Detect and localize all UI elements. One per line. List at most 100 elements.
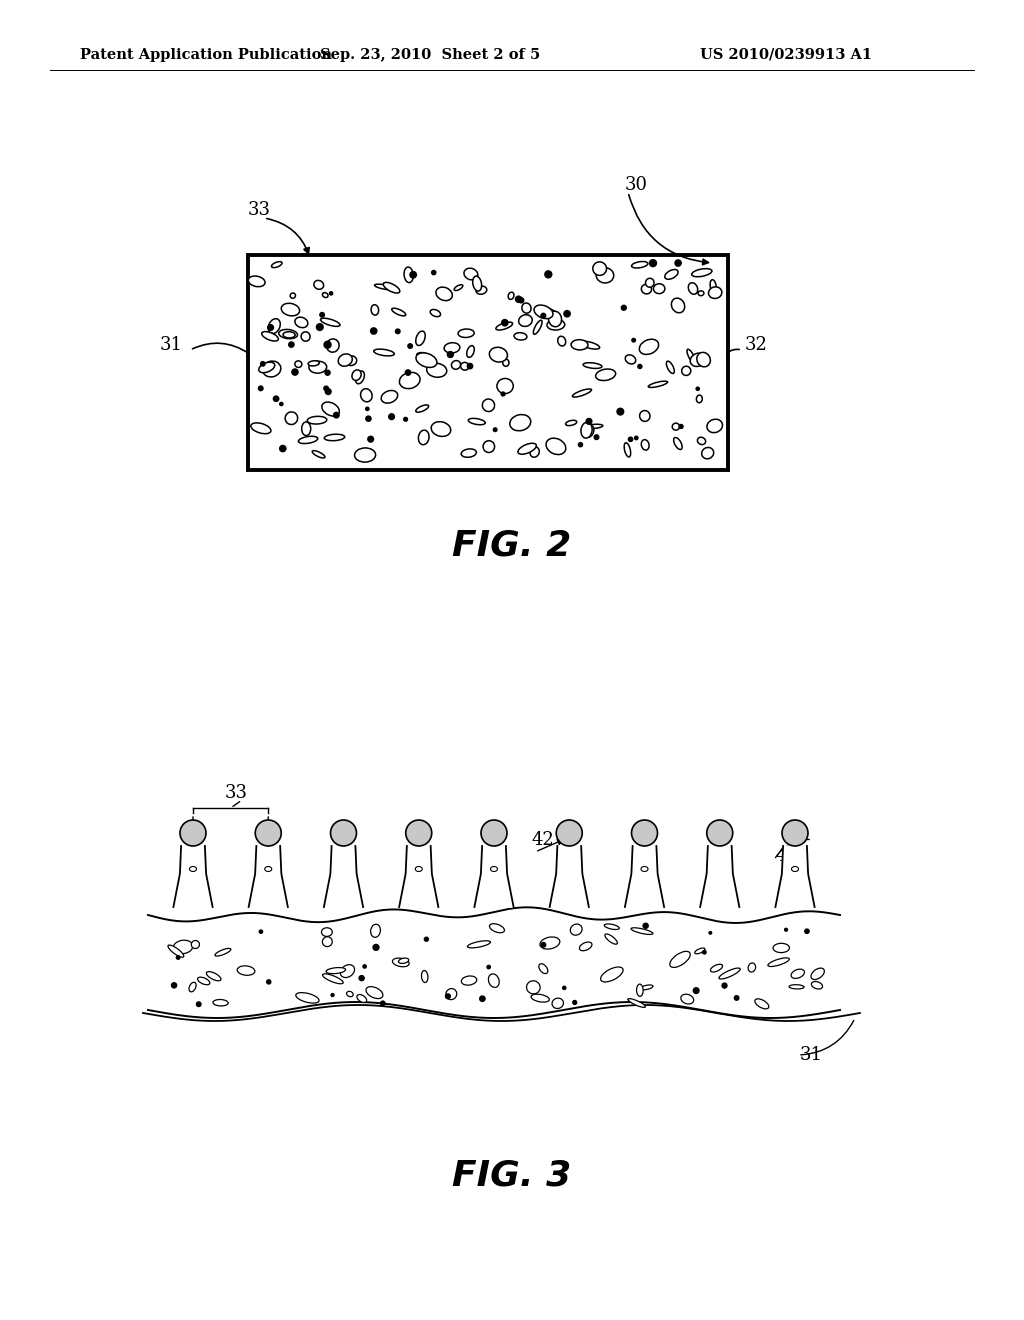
Ellipse shape [539, 964, 548, 974]
Circle shape [501, 392, 505, 396]
Ellipse shape [285, 412, 298, 425]
Ellipse shape [534, 321, 542, 334]
Ellipse shape [189, 866, 197, 871]
Circle shape [649, 260, 656, 267]
Ellipse shape [259, 362, 274, 372]
Ellipse shape [416, 331, 425, 346]
Ellipse shape [586, 425, 594, 437]
Ellipse shape [483, 441, 495, 453]
Text: FIG. 3: FIG. 3 [453, 1158, 571, 1192]
Ellipse shape [215, 948, 230, 956]
Polygon shape [775, 846, 815, 907]
Circle shape [541, 313, 546, 318]
Circle shape [292, 370, 298, 375]
Ellipse shape [571, 339, 588, 350]
Ellipse shape [374, 348, 394, 356]
Circle shape [638, 364, 642, 368]
Circle shape [572, 1001, 577, 1005]
Ellipse shape [572, 389, 592, 397]
Ellipse shape [631, 928, 653, 935]
Ellipse shape [522, 304, 531, 313]
Circle shape [481, 820, 507, 846]
Ellipse shape [308, 360, 319, 366]
Circle shape [632, 338, 636, 342]
Ellipse shape [326, 968, 346, 974]
Ellipse shape [444, 343, 460, 352]
Ellipse shape [604, 924, 620, 929]
Ellipse shape [398, 958, 409, 964]
Ellipse shape [694, 948, 705, 954]
Ellipse shape [489, 924, 505, 933]
Circle shape [289, 342, 294, 347]
Ellipse shape [461, 363, 469, 370]
Ellipse shape [605, 935, 617, 944]
Ellipse shape [790, 985, 804, 989]
Circle shape [381, 1001, 385, 1006]
Ellipse shape [526, 981, 540, 994]
Circle shape [366, 416, 371, 421]
Circle shape [702, 950, 707, 954]
Circle shape [447, 351, 454, 358]
Ellipse shape [295, 360, 302, 367]
Text: 41: 41 [775, 847, 798, 865]
Ellipse shape [711, 964, 723, 972]
Ellipse shape [792, 866, 799, 871]
Circle shape [359, 975, 365, 981]
Circle shape [579, 442, 583, 446]
Circle shape [479, 997, 485, 1002]
Ellipse shape [323, 293, 328, 297]
Ellipse shape [640, 985, 653, 990]
Ellipse shape [340, 965, 354, 978]
Polygon shape [324, 846, 364, 907]
Ellipse shape [488, 974, 500, 987]
Ellipse shape [691, 269, 712, 277]
Ellipse shape [558, 337, 565, 346]
Ellipse shape [430, 309, 440, 317]
Polygon shape [625, 846, 665, 907]
Circle shape [445, 994, 451, 999]
Circle shape [675, 260, 681, 267]
Ellipse shape [354, 447, 376, 462]
Ellipse shape [283, 331, 295, 338]
Ellipse shape [596, 268, 613, 282]
Ellipse shape [462, 975, 477, 985]
Ellipse shape [207, 972, 221, 981]
Ellipse shape [392, 958, 410, 966]
Circle shape [180, 820, 206, 846]
Ellipse shape [811, 982, 822, 989]
Circle shape [515, 296, 521, 302]
Circle shape [696, 387, 699, 391]
Ellipse shape [508, 292, 514, 300]
Ellipse shape [701, 447, 714, 459]
Ellipse shape [357, 994, 367, 1002]
Ellipse shape [674, 437, 682, 450]
Circle shape [273, 396, 279, 401]
Ellipse shape [404, 267, 414, 282]
Ellipse shape [427, 363, 446, 378]
Ellipse shape [696, 352, 711, 367]
Text: US 2010/0239913 A1: US 2010/0239913 A1 [700, 48, 872, 62]
Ellipse shape [454, 285, 463, 290]
Ellipse shape [399, 372, 420, 388]
Circle shape [424, 937, 428, 941]
Ellipse shape [314, 280, 324, 289]
Ellipse shape [296, 993, 319, 1003]
Ellipse shape [697, 437, 706, 445]
Ellipse shape [366, 986, 383, 998]
Text: Patent Application Publication: Patent Application Publication [80, 48, 332, 62]
Text: 31: 31 [160, 337, 183, 354]
Ellipse shape [641, 284, 651, 294]
Ellipse shape [352, 370, 361, 380]
Ellipse shape [530, 447, 540, 457]
Ellipse shape [345, 356, 356, 366]
Ellipse shape [268, 318, 281, 334]
Circle shape [330, 292, 333, 294]
Ellipse shape [360, 388, 372, 401]
Circle shape [734, 995, 739, 1001]
Circle shape [319, 313, 325, 317]
Ellipse shape [238, 966, 255, 975]
Circle shape [564, 310, 570, 317]
Ellipse shape [371, 924, 381, 937]
Ellipse shape [641, 440, 649, 450]
Ellipse shape [580, 942, 592, 950]
